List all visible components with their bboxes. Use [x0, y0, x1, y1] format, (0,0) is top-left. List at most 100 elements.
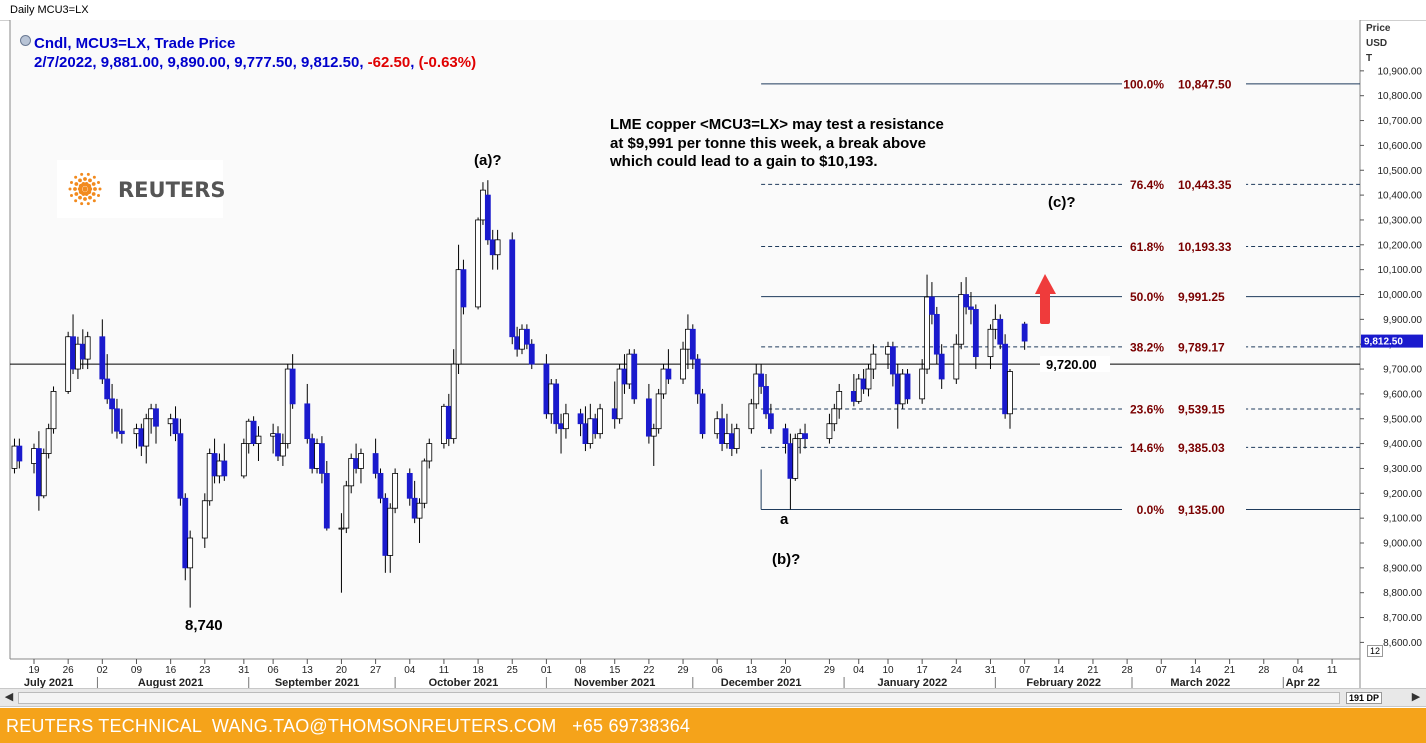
candle [406, 468, 413, 506]
candle-body [489, 239, 496, 256]
logo-dot [86, 202, 90, 206]
candle [182, 493, 189, 581]
candle [114, 398, 120, 439]
reuters-logo: REUTERS [57, 160, 226, 218]
candle-body [206, 453, 213, 502]
candle [963, 277, 969, 315]
candle-body [455, 269, 462, 365]
fib-level-pct: 61.8% [1130, 240, 1164, 254]
fib-label-bg [1122, 288, 1246, 304]
candle [509, 232, 516, 345]
fib-label-bg [1122, 176, 1246, 192]
candle [972, 304, 979, 370]
candle-body [553, 383, 560, 425]
time-tick-label: 13 [302, 665, 314, 676]
candle [309, 433, 316, 474]
wave-label-a-top: (a)? [474, 152, 502, 169]
low-price-label: 8,740 [185, 617, 223, 634]
fib-level-pct: 14.6% [1130, 441, 1164, 455]
time-tick-label: 13 [746, 665, 758, 676]
candle [719, 403, 725, 452]
candle [899, 369, 906, 409]
logo-dot [84, 191, 89, 196]
time-tick-label: 21 [1087, 665, 1099, 676]
candle-body [621, 368, 628, 385]
candle-body [79, 343, 86, 360]
candle-body [35, 448, 42, 497]
zoom-indicator[interactable]: 12 [1367, 645, 1384, 657]
candle [792, 433, 799, 481]
price-tick-label: 9,700.00 [1383, 365, 1422, 376]
window-title: Daily MCU3=LX [10, 4, 89, 16]
candle [689, 324, 696, 370]
candle-body [987, 328, 994, 358]
candle-body [894, 373, 901, 405]
last-price-tag-text: 9,812.50 [1364, 337, 1403, 348]
scroll-right-icon[interactable]: ▶ [1411, 691, 1421, 703]
candle-body [733, 428, 740, 449]
candle-body [924, 296, 930, 370]
candle [831, 403, 838, 432]
candle [933, 306, 940, 365]
price-tick-label: 9,600.00 [1383, 389, 1422, 400]
candle-body [31, 448, 37, 464]
candle [958, 282, 965, 350]
bars-count-box[interactable]: 191 DP [1346, 692, 1383, 704]
candle-body [167, 418, 174, 425]
horizontal-scrollbar[interactable]: ◀ 191 DP ▶ [0, 688, 1426, 707]
fib-label-bg [1122, 338, 1246, 354]
price-tick-label: 9,400.00 [1383, 439, 1422, 450]
candle-body [514, 336, 521, 350]
candle [421, 458, 428, 509]
fib-level-value: 9,385.03 [1178, 441, 1225, 455]
candle-body [563, 413, 569, 430]
candle-body [865, 368, 872, 390]
candle-body [885, 346, 891, 355]
candle-body [850, 391, 857, 402]
candle-body [870, 353, 877, 370]
candle-body [904, 373, 911, 400]
candle-body [685, 328, 691, 350]
candle-body [201, 500, 208, 539]
candle [153, 403, 159, 444]
candle [323, 460, 330, 531]
candle [441, 403, 447, 449]
logo-dot [69, 194, 73, 198]
candle-body [216, 460, 223, 477]
price-tick-label: 9,900.00 [1383, 315, 1422, 326]
candle [65, 331, 72, 394]
candle-body [275, 433, 281, 457]
candle-body [523, 328, 530, 345]
time-tick-label: 27 [370, 665, 382, 676]
candle [699, 388, 706, 439]
fib-label-bg [1122, 501, 1246, 517]
logo-dot [92, 199, 96, 203]
candle-body [767, 413, 774, 430]
candle [40, 448, 47, 499]
candle-body [255, 435, 262, 444]
time-tick-label: 20 [336, 665, 348, 676]
logo-dot [81, 182, 86, 187]
candle-body [343, 485, 350, 529]
candle [748, 398, 755, 434]
candle-body [387, 507, 394, 556]
candle [177, 418, 184, 506]
candle-body [270, 433, 277, 437]
candle-body [680, 348, 686, 380]
legend-toggle-icon[interactable] [20, 35, 31, 46]
candle-body [133, 428, 140, 435]
candle-body [441, 405, 447, 445]
fib-label-bg [1122, 75, 1246, 91]
candle-body [714, 418, 721, 435]
candle-body [372, 453, 379, 474]
logo-dot [82, 186, 88, 192]
scroll-left-icon[interactable]: ◀ [4, 691, 14, 703]
logo-dot [98, 187, 102, 191]
price-axis: 8,600.00 8,700.00 8,800.00 8,900.00 9,000.00… [1360, 66, 1422, 649]
scroll-thumb[interactable] [18, 692, 1340, 704]
up-arrow-icon [1035, 274, 1056, 324]
candle [172, 406, 179, 442]
candle-body [65, 336, 72, 392]
last-price-tag: 9,812.50 [1361, 334, 1423, 348]
logo-dot [78, 178, 82, 183]
